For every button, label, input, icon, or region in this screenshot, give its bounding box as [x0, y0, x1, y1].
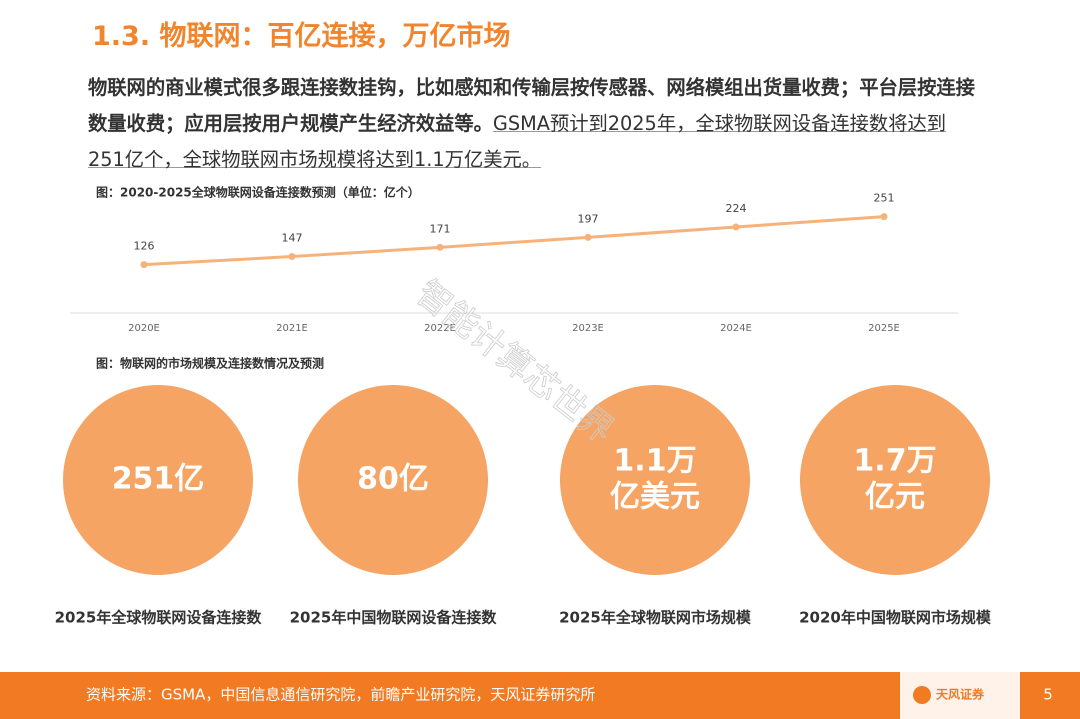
- slide-title: 1.3. 物联网：百亿连接，万亿市场: [92, 21, 511, 52]
- underlined-text: GSMA预计到2025年，全球物联网设备连接数将达到251亿个，全球物联网市场规…: [88, 112, 947, 171]
- circle-label: 2025年中国物联网设备连接数: [290, 609, 498, 627]
- x-tick-label: 2022E: [424, 323, 456, 334]
- x-tick-label: 2025E: [868, 323, 900, 334]
- x-tick-label: 2020E: [128, 323, 160, 334]
- point: [732, 223, 740, 231]
- logo: 天风证券: [936, 687, 985, 702]
- page-number: 5: [1043, 686, 1053, 704]
- circle-label: 2025年全球物联网设备连接数: [55, 609, 263, 627]
- x-tick-label: 2024E: [720, 323, 752, 334]
- x-tick-label: 2023E: [572, 323, 604, 334]
- value-label: 126: [134, 240, 155, 253]
- point: [584, 233, 592, 241]
- bold-text: 物联网的商业模式很多跟连接数挂钩，比如感知和传输层按传感器、网络模组出货量收费；…: [88, 76, 975, 135]
- value-label: 147: [282, 232, 303, 245]
- circle-label: 2025年全球物联网市场规模: [559, 609, 752, 627]
- caption: 图：物联网的市场规模及连接数情况及预测: [96, 356, 324, 371]
- value-label: 197: [578, 212, 599, 225]
- line: [143, 215, 885, 267]
- circle-text: 80亿: [357, 462, 429, 497]
- circle-text: 1.7万: [853, 444, 936, 479]
- point: [436, 243, 444, 251]
- circle-label: 2020年中国物联网市场规模: [799, 609, 992, 627]
- chart-title: 图：2020-2025全球物联网设备连接数预测（单位：亿个）: [96, 185, 420, 200]
- value-label: 224: [726, 202, 747, 215]
- x-tick-label: 2021E: [276, 323, 308, 334]
- source: 资料来源：GSMA，中国信息通信研究院，前瞻产业研究院，天风证券研究所: [86, 686, 595, 704]
- point: [880, 213, 888, 221]
- circle: [298, 385, 488, 575]
- circle: [63, 385, 253, 575]
- value-label: 251: [874, 192, 895, 205]
- circle: [800, 385, 990, 575]
- circle-text: 1.1万: [613, 444, 696, 479]
- circle-text: 亿元: [865, 480, 925, 515]
- logo-icon: [913, 686, 931, 704]
- point: [288, 253, 296, 261]
- circle: [560, 385, 750, 575]
- value-label: 171: [430, 222, 451, 235]
- circle-text: 251亿: [112, 462, 205, 497]
- point: [140, 261, 148, 269]
- paragraph: 物联网的商业模式很多跟连接数挂钩，比如感知和传输层按传感器、网络模组出货量收费；…: [88, 70, 980, 178]
- circle-text: 亿美元: [610, 480, 700, 515]
